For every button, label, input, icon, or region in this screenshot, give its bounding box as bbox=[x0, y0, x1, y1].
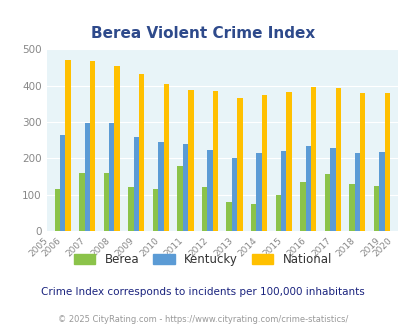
Bar bbox=[158, 142, 163, 231]
Text: © 2025 CityRating.com - https://www.cityrating.com/crime-statistics/: © 2025 CityRating.com - https://www.city… bbox=[58, 315, 347, 324]
Bar bbox=[79, 173, 84, 231]
Bar bbox=[177, 166, 182, 231]
Bar bbox=[286, 92, 291, 231]
Bar bbox=[329, 148, 335, 231]
Text: Berea Violent Crime Index: Berea Violent Crime Index bbox=[91, 26, 314, 41]
Bar bbox=[299, 182, 305, 231]
Bar bbox=[305, 146, 310, 231]
Bar bbox=[261, 94, 266, 231]
Bar bbox=[54, 189, 60, 231]
Bar bbox=[226, 202, 231, 231]
Bar bbox=[139, 74, 144, 231]
Bar bbox=[335, 88, 340, 231]
Text: Crime Index corresponds to incidents per 100,000 inhabitants: Crime Index corresponds to incidents per… bbox=[41, 287, 364, 297]
Bar bbox=[280, 151, 286, 231]
Bar bbox=[207, 150, 212, 231]
Bar bbox=[188, 90, 193, 231]
Bar bbox=[384, 93, 389, 231]
Bar bbox=[212, 90, 217, 231]
Bar bbox=[275, 195, 280, 231]
Bar bbox=[378, 152, 384, 231]
Bar bbox=[231, 158, 237, 231]
Bar bbox=[324, 174, 329, 231]
Bar bbox=[103, 173, 109, 231]
Bar bbox=[250, 204, 256, 231]
Bar bbox=[114, 66, 119, 231]
Bar bbox=[182, 144, 188, 231]
Bar bbox=[201, 187, 207, 231]
Bar bbox=[60, 135, 65, 231]
Bar bbox=[163, 84, 168, 231]
Bar bbox=[359, 93, 364, 231]
Bar bbox=[133, 137, 139, 231]
Bar bbox=[152, 189, 158, 231]
Bar bbox=[354, 153, 359, 231]
Bar bbox=[65, 60, 70, 231]
Bar bbox=[373, 185, 378, 231]
Bar bbox=[128, 187, 133, 231]
Legend: Berea, Kentucky, National: Berea, Kentucky, National bbox=[69, 248, 336, 271]
Bar bbox=[84, 123, 90, 231]
Bar bbox=[310, 86, 315, 231]
Bar bbox=[256, 153, 261, 231]
Bar bbox=[348, 184, 354, 231]
Bar bbox=[109, 123, 114, 231]
Bar bbox=[237, 98, 242, 231]
Bar bbox=[90, 61, 95, 231]
